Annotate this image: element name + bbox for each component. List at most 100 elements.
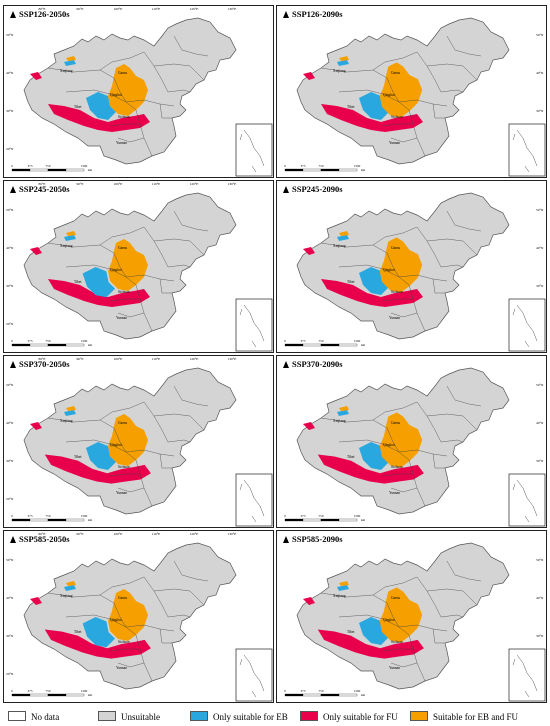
- panel-title: SSP126-2090s: [283, 9, 343, 19]
- place-label: Yunnan: [116, 666, 127, 670]
- province-border: [338, 439, 400, 453]
- province-border: [125, 274, 175, 282]
- lon-tick-label: 80°E: [38, 7, 45, 11]
- place-label: Qinghai: [383, 93, 395, 97]
- province-border: [159, 453, 172, 469]
- fu-only-region: [30, 72, 42, 80]
- place-label: Gansu: [118, 596, 127, 600]
- legend-label: Suitable for EB and FU: [433, 712, 518, 722]
- china-suitability-map: 80°E 90°E 100°E 110°E 120°E 130°E 50°N 40°N 30°N…: [6, 357, 273, 527]
- scale-label: 750: [319, 164, 324, 168]
- province-border: [338, 89, 400, 103]
- lat-tick-label: 30°N: [6, 284, 14, 288]
- province-border: [153, 238, 205, 256]
- place-label: Yunnan: [389, 491, 400, 495]
- province-border: [426, 238, 478, 256]
- south-china-sea-inset: [508, 123, 546, 177]
- eb-only-region: [337, 410, 349, 416]
- south-china-sea-inset: [508, 473, 546, 527]
- panel-title: SSP585-2090s: [283, 534, 343, 544]
- place-label: Gansu: [118, 71, 127, 75]
- place-label: Tibet: [347, 105, 354, 109]
- province-border: [446, 385, 482, 407]
- province-border: [426, 63, 478, 81]
- place-label: Qinghai: [110, 268, 122, 272]
- eb-fu-region: [108, 64, 148, 116]
- scale-label: 1500: [354, 164, 361, 168]
- map-panel: 50°N40°N30°N20°NXinjiangGansuQinghaiTibe…: [276, 5, 547, 178]
- province-border: [372, 226, 418, 246]
- province-border: [408, 459, 426, 507]
- province-border: [143, 401, 169, 443]
- place-label: Tibet: [347, 280, 354, 284]
- eb-fu-region: [339, 581, 349, 586]
- place-label: Tibet: [74, 105, 81, 109]
- province-border: [382, 648, 413, 652]
- scale-unit: km: [88, 693, 93, 697]
- province-border: [99, 576, 145, 596]
- province-border: [446, 560, 482, 582]
- panel-title: SSP245-2050s: [10, 184, 70, 194]
- fu-only-region: [44, 454, 151, 484]
- province-border: [167, 264, 191, 268]
- legend-item-fu: Only suitable for FU: [300, 711, 398, 722]
- province-border: [109, 473, 140, 477]
- scale-label: 375: [301, 164, 306, 168]
- lat-tick-label: 20°N: [6, 497, 14, 501]
- province-border: [135, 284, 153, 332]
- scale-label: 0: [284, 164, 286, 168]
- province-border: [398, 449, 448, 457]
- province-border: [386, 252, 410, 286]
- lon-tick-label: 130°E: [228, 532, 237, 536]
- province-border: [390, 137, 418, 143]
- panel-title: SSP585-2050s: [10, 534, 70, 544]
- eb-fu-region: [108, 239, 148, 291]
- province-border: [113, 602, 137, 636]
- fu-only-region: [317, 454, 424, 484]
- north-arrow-icon: [283, 11, 289, 18]
- fu-only-region: [48, 104, 150, 132]
- lon-tick-label: 120°E: [190, 7, 199, 11]
- eb-only-region: [64, 585, 76, 591]
- province-border: [117, 137, 145, 143]
- lon-tick-label: 100°E: [114, 7, 123, 11]
- scale-label: 1500: [81, 339, 88, 343]
- province-border: [143, 226, 169, 268]
- place-label: Qinghai: [383, 268, 395, 272]
- lon-tick-label: 80°E: [38, 532, 45, 536]
- fu-only-region: [317, 629, 424, 659]
- eb-only-region: [337, 585, 349, 591]
- eb-fu-region: [379, 412, 423, 468]
- north-arrow-icon: [10, 361, 16, 368]
- north-arrow-icon: [10, 186, 16, 193]
- scale-label: 375: [28, 164, 33, 168]
- scale-label: 375: [28, 339, 33, 343]
- eb-only-region: [337, 235, 349, 241]
- lon-tick-label: 130°E: [228, 7, 237, 11]
- lat-tick-label: 40°N: [6, 246, 14, 250]
- province-border: [432, 628, 445, 644]
- province-border: [113, 427, 137, 461]
- lon-tick-label: 120°E: [190, 182, 199, 186]
- eb-only-region: [82, 267, 116, 298]
- place-label: Xinjiang: [333, 594, 346, 598]
- province-border: [159, 628, 172, 644]
- province-border: [117, 312, 145, 318]
- place-label: Gansu: [118, 246, 127, 250]
- panel-title-text: SSP370-2090s: [292, 359, 343, 369]
- province-border: [416, 226, 442, 268]
- province-border: [382, 473, 413, 477]
- province-border: [320, 592, 388, 604]
- place-label: Tibet: [347, 455, 354, 459]
- province-border: [99, 51, 145, 71]
- province-border: [109, 123, 140, 127]
- province-border: [167, 89, 191, 93]
- lat-tick-label: 40°N: [6, 421, 14, 425]
- lat-tick-label: 50°N: [536, 383, 544, 387]
- province-border: [446, 210, 482, 232]
- panel-title-text: SSP126-2090s: [292, 9, 343, 19]
- lon-tick-label: 130°E: [228, 182, 237, 186]
- scale-unit: km: [361, 518, 366, 522]
